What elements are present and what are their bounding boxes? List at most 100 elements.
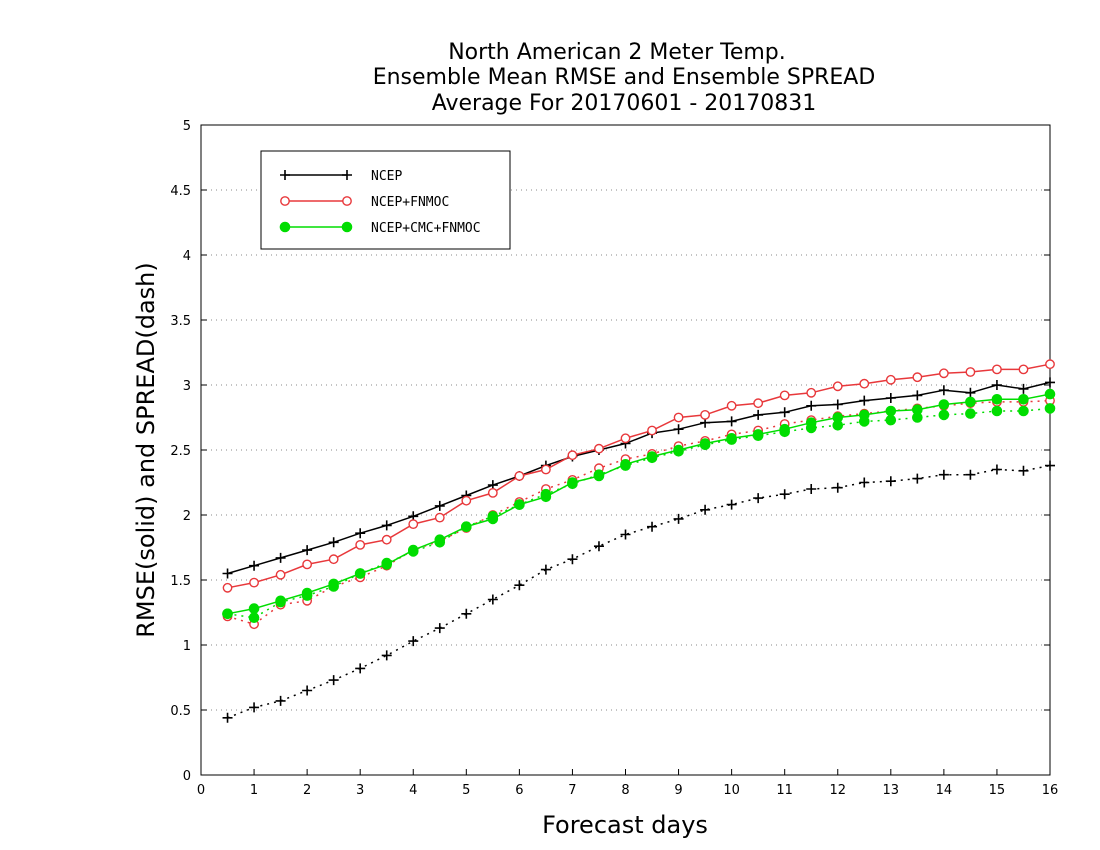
ncep-cmc-fnmoc-rmse-point (275, 595, 286, 607)
legend-label-ncep-cmc-fnmoc: NCEP+CMC+FNMOC (371, 221, 481, 236)
ncep-spread-point (540, 564, 551, 575)
ncep-fnmoc-rmse-point (647, 425, 657, 436)
series-ncep-fnmoc (222, 359, 1055, 630)
ncep-cmc-fnmoc-spread-point (1018, 405, 1029, 417)
ncep-spread-point (302, 685, 313, 696)
ncep-spread-point (249, 702, 260, 713)
ncep-rmse-point (1018, 383, 1029, 394)
x-tick-label: 1 (250, 783, 258, 798)
ncep-spread-point (832, 482, 843, 493)
ncep-spread-point (328, 675, 339, 686)
ncep-fnmoc-rmse-point (620, 433, 631, 444)
ncep-spread-point (620, 529, 631, 540)
ncep-rmse-point (991, 380, 1002, 390)
ncep-rmse-point (832, 399, 843, 410)
legend: NCEP NCEP+FNMOC NCEP+CMC+FNMOC (260, 150, 511, 250)
y-tick-label: 4 (183, 249, 191, 264)
legend-marker-ncep (342, 170, 352, 180)
ncep-cmc-fnmoc-rmse-point (991, 394, 1003, 405)
ncep-fnmoc-rmse-point (567, 450, 578, 461)
ncep-cmc-fnmoc-spread-point (938, 409, 950, 421)
x-axis: 0 1 2 3 4 5 6 7 8 9 10 11 12 13 14 15 16 (197, 769, 1058, 798)
ncep-spread-point (965, 469, 976, 480)
ncep-rmse-point (965, 387, 976, 398)
ncep-spread-point (806, 484, 817, 494)
x-tick-label: 2 (303, 783, 311, 798)
series-layer (222, 359, 1056, 723)
ncep-cmc-fnmoc-rmse-point (381, 559, 393, 570)
ncep-fnmoc-rmse-point (753, 398, 764, 409)
ncep-cmc-fnmoc-rmse-point (248, 603, 260, 614)
ncep-fnmoc-rmse-point (514, 471, 525, 481)
x-tick-label: 16 (1042, 783, 1059, 798)
ncep-rmse-point (1045, 377, 1055, 388)
ncep-rmse-point (302, 545, 313, 556)
ncep-cmc-fnmoc-rmse-point (885, 405, 897, 417)
ncep-rmse-point (859, 395, 870, 406)
ncep-cmc-fnmoc-rmse-point (832, 412, 844, 423)
ncep-cmc-fnmoc-spread-point (885, 414, 897, 426)
ncep-fnmoc-rmse-point (806, 387, 817, 398)
ncep-cmc-fnmoc-rmse-point (461, 521, 472, 533)
ncep-rmse-point (885, 393, 896, 403)
y-tick-label: 1 (183, 639, 191, 654)
ncep-fnmoc-rmse-point (700, 409, 710, 420)
ncep-spread-point (753, 493, 764, 504)
ncep-spread-point (1045, 460, 1055, 471)
ncep-fnmoc-rmse-point (434, 512, 445, 523)
ncep-spread-point (593, 541, 604, 552)
ncep-cmc-fnmoc-rmse-point (620, 459, 631, 470)
ncep-rmse-point (779, 407, 790, 418)
y-tick-label: 3 (183, 379, 191, 394)
ncep-fnmoc-rmse-point (1045, 359, 1055, 370)
title-line-3: Average For 20170601 - 20170831 (432, 91, 817, 116)
ncep-spread-point (567, 554, 578, 565)
ncep-fnmoc-rmse-point (408, 519, 419, 529)
series-ncep-cmc-fnmoc (222, 388, 1056, 624)
ncep-cmc-fnmoc-rmse-point (1044, 388, 1056, 400)
ncep-cmc-fnmoc-spread-point (991, 405, 1003, 417)
ncep-rmse-point (275, 552, 286, 563)
ncep-fnmoc-rmse-point (1018, 364, 1029, 375)
ncep-spread-point (673, 513, 684, 524)
ncep-fnmoc-rmse-point (885, 374, 896, 385)
ncep-cmc-fnmoc-rmse-point (805, 417, 817, 429)
ncep-cmc-fnmoc-spread-line (227, 407, 1051, 619)
ncep-cmc-fnmoc-rmse-point (514, 499, 525, 510)
ncep-cmc-fnmoc-spread-point (1044, 403, 1056, 414)
ncep-spread-point (514, 580, 525, 591)
ncep-spread-point (461, 608, 472, 619)
x-tick-label: 7 (568, 783, 576, 798)
y-tick-label: 5 (183, 119, 191, 134)
ncep-spread-point (408, 636, 419, 647)
ncep-spread-point (222, 712, 233, 723)
y-axis: 0 0.5 1 1.5 2 2.5 3 3.5 4 4.5 5 (170, 119, 1050, 784)
ncep-fnmoc-rmse-point (302, 559, 313, 570)
legend-label-ncep: NCEP (371, 169, 402, 184)
x-tick-label: 3 (356, 783, 364, 798)
ncep-rmse-point (434, 500, 445, 511)
legend-marker-ncep (280, 170, 290, 180)
x-tick-label: 12 (829, 783, 846, 798)
ncep-cmc-fnmoc-rmse-point (434, 534, 446, 546)
ncep-rmse-point (806, 400, 817, 411)
ncep-spread-point (1018, 465, 1029, 476)
ncep-spread-line (227, 464, 1051, 719)
ncep-rmse-point (355, 528, 366, 539)
ncep-cmc-fnmoc-rmse-point (965, 396, 976, 408)
ncep-cmc-fnmoc-rmse-point (646, 451, 658, 462)
y-tick-label: 0 (183, 769, 191, 784)
x-tick-label: 4 (409, 783, 417, 798)
x-tick-label: 15 (989, 783, 1006, 798)
ncep-rmse-line (227, 381, 1051, 575)
y-tick-label: 4.5 (170, 184, 191, 199)
chart-title: North American 2 Meter Temp. Ensemble Me… (373, 40, 876, 116)
legend-box (260, 150, 511, 250)
ncep-cmc-fnmoc-rmse-point (779, 423, 790, 435)
ncep-fnmoc-rmse-point (912, 372, 923, 383)
series-ncep (222, 377, 1055, 723)
ncep-cmc-fnmoc-rmse-point (912, 404, 923, 416)
y-tick-label: 3.5 (170, 314, 191, 329)
x-tick-label: 14 (936, 783, 953, 798)
ncep-cmc-fnmoc-spread-point (248, 612, 260, 624)
